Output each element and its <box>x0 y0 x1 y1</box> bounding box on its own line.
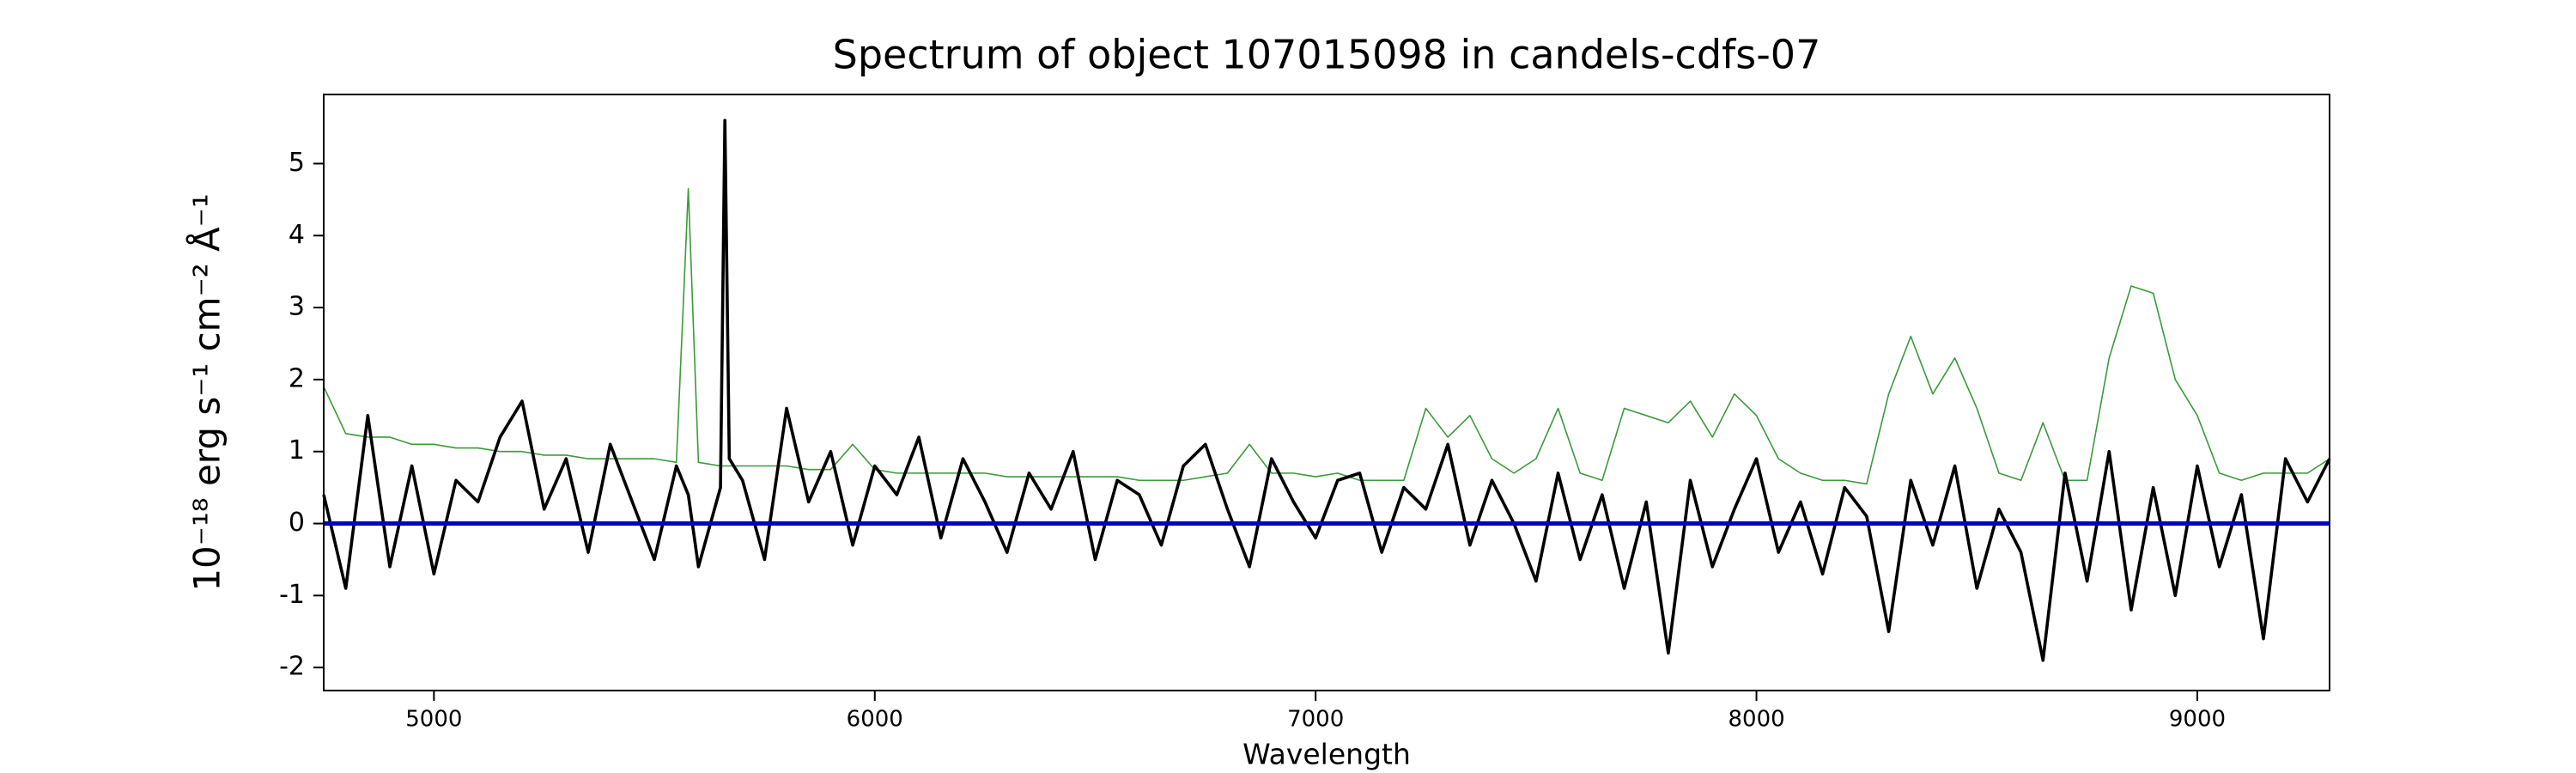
spectrum-line <box>323 188 2330 485</box>
y-tick-label: 5 <box>289 148 305 178</box>
x-tick-label: 6000 <box>847 707 903 733</box>
y-tick-label: 0 <box>289 508 305 538</box>
chart-title: Spectrum of object 107015098 in candels-… <box>833 32 1821 78</box>
x-tick-label: 7000 <box>1287 707 1344 733</box>
y-tick-label: 1 <box>289 435 305 466</box>
y-tick-label: 4 <box>289 220 305 250</box>
y-tick-label: -1 <box>279 580 305 610</box>
plot-frame <box>323 94 2330 691</box>
x-tick-label: 5000 <box>405 707 462 733</box>
x-tick-label: 9000 <box>2169 707 2226 733</box>
y-tick-label: 2 <box>289 363 305 393</box>
y-tick-label: -2 <box>279 652 305 682</box>
spectrum-line <box>322 119 2331 662</box>
x-axis-label: Wavelength <box>1242 738 1411 771</box>
x-tick-label: 8000 <box>1728 707 1784 733</box>
y-tick-label: 3 <box>289 292 305 322</box>
y-axis-label: 10⁻¹⁸ erg s⁻¹ cm⁻² Å⁻¹ <box>185 193 228 591</box>
